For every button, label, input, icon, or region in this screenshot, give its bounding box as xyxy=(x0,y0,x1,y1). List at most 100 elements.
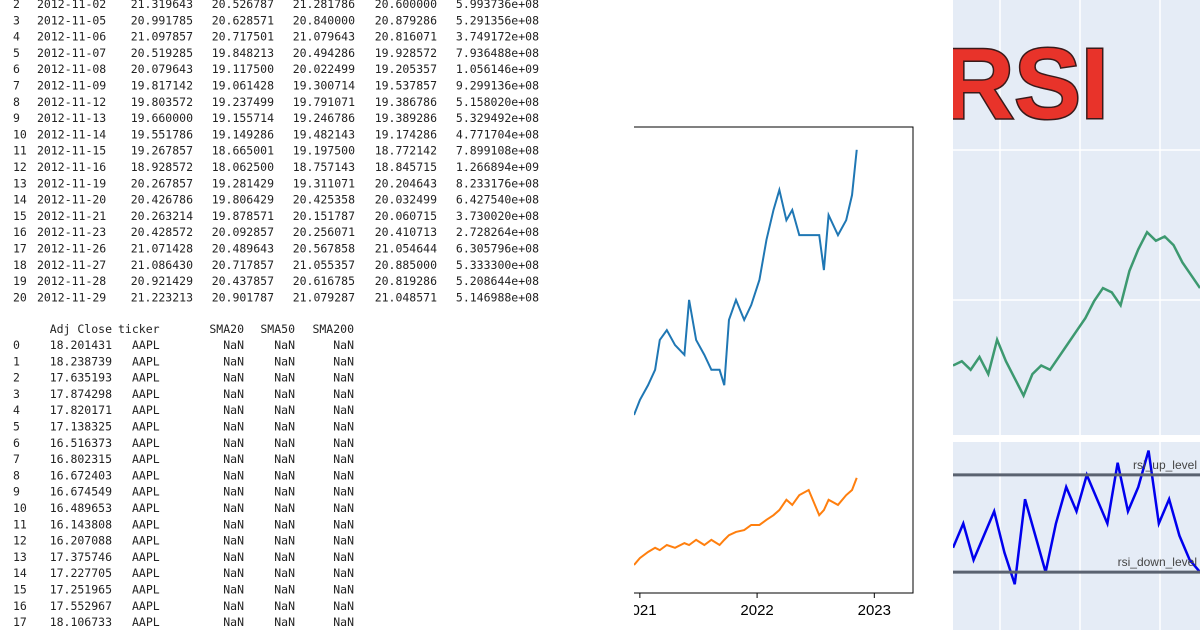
table-cell: 13 xyxy=(13,550,27,564)
table-cell: 19.197500 xyxy=(293,144,355,158)
table-cell: 21.048571 xyxy=(375,290,437,304)
table-cell: 20.526787 xyxy=(212,0,274,11)
table-cell: 20.819286 xyxy=(375,274,437,288)
table-cell: NaN xyxy=(333,583,354,597)
table-cell: 20.717857 xyxy=(212,258,274,272)
table-cell: 7.936488e+08 xyxy=(456,46,539,60)
table-cell: NaN xyxy=(333,550,354,564)
chart-title: RSI xyxy=(942,28,1109,140)
table-cell: NaN xyxy=(274,583,295,597)
table-cell: 2012-11-21 xyxy=(37,209,106,223)
table-cell: 19.149286 xyxy=(212,127,274,141)
table-cell: 19.174286 xyxy=(375,127,437,141)
table-cell: 5.291356e+08 xyxy=(456,13,539,27)
table-cell: 20.628571 xyxy=(212,13,274,27)
table-cell: 21.223213 xyxy=(131,290,193,304)
table-cell: 19.806429 xyxy=(212,193,274,207)
table-cell: 16.489653 xyxy=(50,501,112,515)
table-cell: 2012-11-20 xyxy=(37,193,106,207)
table-cell: NaN xyxy=(223,517,244,531)
table-cell: NaN xyxy=(223,501,244,515)
table-cell: 19.848213 xyxy=(212,46,274,60)
table-cell: AAPL xyxy=(132,468,160,482)
table-cell: 17.874298 xyxy=(50,387,112,401)
table-cell: 7 xyxy=(13,452,20,466)
table-cell: 20 xyxy=(13,290,27,304)
table-cell: 19 xyxy=(13,274,27,288)
table-cell: NaN xyxy=(274,501,295,515)
table-cell: 2012-11-12 xyxy=(37,95,106,109)
tables: 2 2012-11-02 21.319643 20.526787 21.281786 20… xyxy=(13,0,539,629)
table-cell: 19.928572 xyxy=(375,46,437,60)
table-cell: 20.901787 xyxy=(212,290,274,304)
table-cell: NaN xyxy=(274,550,295,564)
table-cell: NaN xyxy=(333,485,354,499)
table-cell: 16.674549 xyxy=(50,485,112,499)
table-cell: 20.267857 xyxy=(131,176,193,190)
table-cell: 6 xyxy=(13,436,20,450)
table-cell: 5.158020e+08 xyxy=(456,95,539,109)
table-cell: 5.146988e+08 xyxy=(456,290,539,304)
rsi-chart: RSI rsi_up_level rsi_down_level xyxy=(942,0,1200,630)
table-cell: NaN xyxy=(274,371,295,385)
table-cell: 20.991785 xyxy=(131,13,193,27)
table-cell: 12 xyxy=(13,160,27,174)
table-cell: NaN xyxy=(274,403,295,417)
table-cell: 0 xyxy=(13,338,20,352)
table-cell: 2012-11-02 xyxy=(37,0,106,11)
table-cell: NaN xyxy=(223,371,244,385)
table-cell: 20.494286 xyxy=(293,46,355,60)
table-cell: 17 xyxy=(13,615,27,629)
table-cell: 2012-11-06 xyxy=(37,30,106,44)
table-cell: 21.097857 xyxy=(131,30,193,44)
table-cell: 20.256071 xyxy=(293,225,355,239)
table-cell: 17.138325 xyxy=(50,420,112,434)
table-cell: 2012-11-09 xyxy=(37,79,106,93)
table-cell: 5 xyxy=(13,46,20,60)
x-tick-label: 2023 xyxy=(858,602,891,619)
table-cell: 20.092857 xyxy=(212,225,274,239)
table-cell: 20.437857 xyxy=(212,274,274,288)
table-cell: AAPL xyxy=(132,583,160,597)
table-cell: 17.820171 xyxy=(50,403,112,417)
table-cell: 19.281429 xyxy=(212,176,274,190)
table-cell: 14 xyxy=(13,566,27,580)
table-cell: 9 xyxy=(13,485,20,499)
table-cell: 2012-11-26 xyxy=(37,242,106,256)
table-cell: 20.425358 xyxy=(293,193,355,207)
table-cell: 19.537857 xyxy=(375,79,437,93)
table-cell: NaN xyxy=(223,420,244,434)
table-cell: 21.319643 xyxy=(131,0,193,11)
line-series xyxy=(634,149,858,416)
table-cell: 20.489643 xyxy=(212,242,274,256)
table-cell: NaN xyxy=(333,387,354,401)
line-series xyxy=(634,477,858,566)
table-cell: 6.427540e+08 xyxy=(456,193,539,207)
table-cell: 20.885000 xyxy=(375,258,437,272)
table-cell: 18.106733 xyxy=(50,615,112,629)
table-cell: 1 xyxy=(13,354,20,368)
table-cell: 9 xyxy=(13,111,20,125)
table-cell: 19.551786 xyxy=(131,127,193,141)
table-cell: 10 xyxy=(13,501,27,515)
table-cell: AAPL xyxy=(132,420,160,434)
table-cell: 20.079643 xyxy=(131,62,193,76)
table-cell: NaN xyxy=(274,420,295,434)
table-cell: NaN xyxy=(274,436,295,450)
table-cell: 6.305796e+08 xyxy=(456,242,539,256)
table-cell: 20.410713 xyxy=(375,225,437,239)
table-cell: 15 xyxy=(13,209,27,223)
table-cell: 5.329492e+08 xyxy=(456,111,539,125)
table-cell: 2012-11-14 xyxy=(37,127,106,141)
table-cell: NaN xyxy=(333,452,354,466)
table-cell: NaN xyxy=(333,371,354,385)
table-cell: 18.201431 xyxy=(50,338,112,352)
table-cell: 19.246786 xyxy=(293,111,355,125)
table-cell: 18.772142 xyxy=(375,144,437,158)
table-cell: 17.375746 xyxy=(50,550,112,564)
table-cell: 7 xyxy=(13,79,20,93)
table-cell: 20.816071 xyxy=(375,30,437,44)
table-cell: 2012-11-19 xyxy=(37,176,106,190)
table-cell: 19.155714 xyxy=(212,111,274,125)
